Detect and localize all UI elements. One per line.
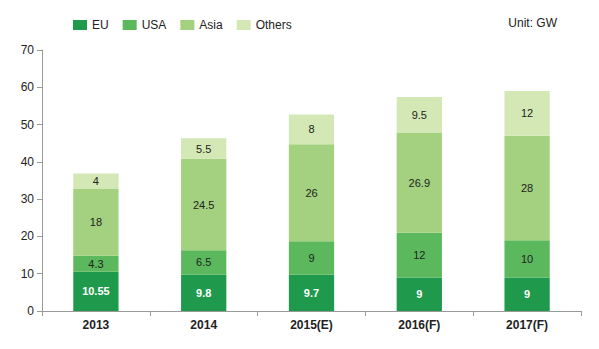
svg-text:50: 50: [21, 118, 35, 132]
svg-text:28: 28: [521, 182, 533, 194]
svg-text:Others: Others: [256, 18, 292, 32]
svg-text:30: 30: [21, 192, 35, 206]
svg-text:6.5: 6.5: [196, 256, 211, 268]
svg-text:9: 9: [524, 288, 530, 300]
svg-text:10.55: 10.55: [82, 285, 110, 297]
svg-text:70: 70: [21, 43, 35, 57]
svg-text:0: 0: [27, 304, 34, 318]
svg-text:9: 9: [308, 252, 314, 264]
svg-text:10: 10: [21, 267, 35, 281]
svg-text:9.8: 9.8: [196, 287, 211, 299]
svg-text:2014: 2014: [190, 318, 217, 332]
svg-text:20: 20: [21, 229, 35, 243]
svg-text:USA: USA: [142, 18, 167, 32]
svg-text:8: 8: [308, 123, 314, 135]
svg-text:2016(F): 2016(F): [398, 318, 440, 332]
svg-text:9.7: 9.7: [304, 287, 319, 299]
svg-text:26.9: 26.9: [409, 177, 430, 189]
svg-text:10: 10: [521, 253, 533, 265]
svg-text:2015(E): 2015(E): [290, 318, 333, 332]
svg-text:18: 18: [90, 216, 102, 228]
svg-text:9: 9: [416, 288, 422, 300]
svg-text:4.3: 4.3: [88, 258, 103, 270]
svg-text:26: 26: [305, 187, 317, 199]
svg-text:2013: 2013: [83, 318, 110, 332]
svg-text:12: 12: [413, 249, 425, 261]
svg-text:40: 40: [21, 155, 35, 169]
svg-text:12: 12: [521, 107, 533, 119]
svg-text:5.5: 5.5: [196, 143, 211, 155]
svg-text:9.5: 9.5: [412, 109, 427, 121]
svg-text:EU: EU: [92, 18, 109, 32]
svg-text:24.5: 24.5: [193, 199, 214, 211]
svg-text:2017(F): 2017(F): [506, 318, 548, 332]
svg-text:60: 60: [21, 80, 35, 94]
svg-text:Asia: Asia: [199, 18, 223, 32]
svg-text:Unit: GW: Unit: GW: [508, 16, 557, 30]
svg-text:4: 4: [93, 175, 99, 187]
